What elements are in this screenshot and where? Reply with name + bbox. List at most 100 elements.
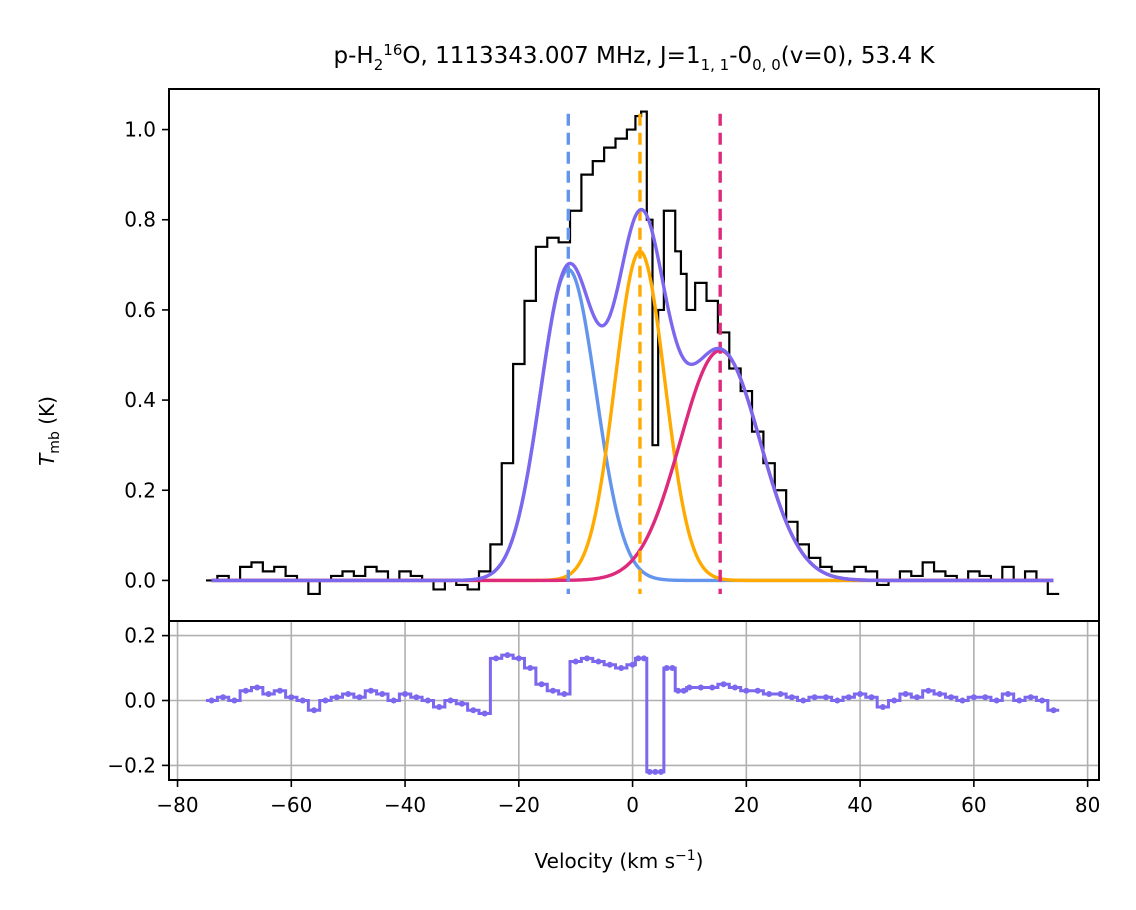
gaussian-component-2-line xyxy=(211,249,1054,583)
y-axis-label-symbol: T xyxy=(35,452,59,466)
residual-series-group xyxy=(205,652,1060,775)
residual-grid xyxy=(169,621,1099,780)
title-prefix: p-H xyxy=(334,43,374,69)
main-y-tick-label: 0.6 xyxy=(124,298,156,322)
residual-point xyxy=(777,691,784,698)
residual-point xyxy=(766,691,773,698)
residual-point xyxy=(572,658,579,665)
y-axis-label: Tmb (K) xyxy=(35,396,63,466)
main-y-tick-label: 1.0 xyxy=(124,118,156,142)
residual-point xyxy=(367,687,374,694)
residual-point xyxy=(584,655,591,662)
residual-point xyxy=(658,768,665,775)
residual-point xyxy=(857,691,864,698)
title-o-superscript: 16 xyxy=(383,41,402,59)
title-j-lower-subscript: 0, 0 xyxy=(752,56,781,74)
residual-point xyxy=(549,687,556,694)
x-tick-label: −20 xyxy=(498,793,540,817)
x-tick-label: 0 xyxy=(626,793,639,817)
x-tick-label: −40 xyxy=(384,793,426,817)
residual-point xyxy=(635,655,642,662)
residual-point xyxy=(561,691,568,698)
residual-point xyxy=(1050,707,1057,714)
residual-plot-area: −0.2 0.0 0.2 −80 −60 −40 −20 0 20 40 60 80 Velocity… xyxy=(107,620,1100,873)
residual-point xyxy=(800,697,807,704)
residual-point xyxy=(680,687,687,694)
x-tick-label: 40 xyxy=(847,793,872,817)
x-tick-label: 20 xyxy=(734,793,759,817)
residual-point xyxy=(276,687,283,694)
x-tick-label: −60 xyxy=(270,793,312,817)
residual-point xyxy=(663,665,670,672)
residual-point xyxy=(891,697,898,704)
residual-axes: −0.2 0.0 0.2 −80 −60 −40 −20 0 20 40 60 80 xyxy=(107,624,1100,817)
residual-point xyxy=(868,694,875,701)
y-axis-label-subscript: mb xyxy=(47,431,63,454)
residual-point xyxy=(288,694,295,701)
residual-point xyxy=(424,697,431,704)
residual-point xyxy=(646,768,653,775)
residual-y-tick-label: 0.2 xyxy=(124,624,156,648)
residual-point xyxy=(504,652,511,659)
residual-point xyxy=(515,655,522,662)
residual-point xyxy=(959,697,966,704)
main-plot-frame xyxy=(168,88,1100,622)
residual-point xyxy=(709,684,716,691)
residual-point xyxy=(902,691,909,698)
x-axis-label: Velocity (km s−1) xyxy=(535,848,704,873)
residual-point xyxy=(948,694,955,701)
residual-point xyxy=(493,655,500,662)
residual-point xyxy=(982,694,989,701)
residual-point xyxy=(811,694,818,701)
x-axis-label-main: Velocity (km s xyxy=(535,849,675,873)
residual-point xyxy=(629,661,636,668)
main-y-tick-label: 0.2 xyxy=(124,478,156,502)
residual-point xyxy=(788,694,795,701)
residual-point xyxy=(1027,694,1034,701)
residual-point xyxy=(913,694,920,701)
residual-point xyxy=(458,700,465,707)
residual-point xyxy=(322,697,329,704)
title-dash: -0 xyxy=(729,43,752,69)
residual-point xyxy=(333,694,340,701)
residual-point xyxy=(743,687,750,694)
residual-point xyxy=(822,694,829,701)
gaussian-component-1-line xyxy=(211,267,1054,583)
residual-point xyxy=(936,691,943,698)
residual-point xyxy=(231,697,238,704)
main-y-axis: 0.0 0.2 0.4 0.6 0.8 1.0 xyxy=(124,118,169,592)
residual-point xyxy=(652,768,659,775)
residual-point xyxy=(311,707,318,714)
y-axis-label-unit: (K) xyxy=(35,396,59,431)
residual-y-tick-label: −0.2 xyxy=(107,753,156,777)
residual-point xyxy=(606,661,613,668)
residual-point xyxy=(845,694,852,701)
residual-point xyxy=(538,681,545,688)
residual-point xyxy=(265,691,272,698)
residual-point xyxy=(1039,697,1046,704)
residual-point xyxy=(686,684,693,691)
residual-y-tick-label: 0.0 xyxy=(124,689,156,713)
residual-point xyxy=(242,687,249,694)
title-suffix: (v=0), 53.4 K xyxy=(781,43,936,69)
residual-point xyxy=(993,697,1000,704)
residual-point xyxy=(879,703,886,710)
gaussian-component-3-line xyxy=(211,348,1054,583)
plot-title: p-H216O, 1113343.007 MHz, J=11, 1-00, 0(… xyxy=(334,41,936,74)
residual-point xyxy=(220,694,227,701)
x-tick-label: −80 xyxy=(156,793,198,817)
residual-point xyxy=(379,691,386,698)
residual-point xyxy=(595,658,602,665)
x-tick-label: 80 xyxy=(1075,793,1100,817)
residual-point xyxy=(402,691,409,698)
residual-point xyxy=(390,697,397,704)
residual-point xyxy=(470,707,477,714)
residual-point xyxy=(731,684,738,691)
residual-point xyxy=(356,694,363,701)
residual-point xyxy=(834,697,841,704)
residual-point xyxy=(345,691,352,698)
main-y-tick-label: 0.0 xyxy=(124,568,156,592)
residual-point xyxy=(697,684,704,691)
main-plot-area: 0.0 0.2 0.4 0.6 0.8 1.0 Tmb (K) xyxy=(35,88,1100,622)
